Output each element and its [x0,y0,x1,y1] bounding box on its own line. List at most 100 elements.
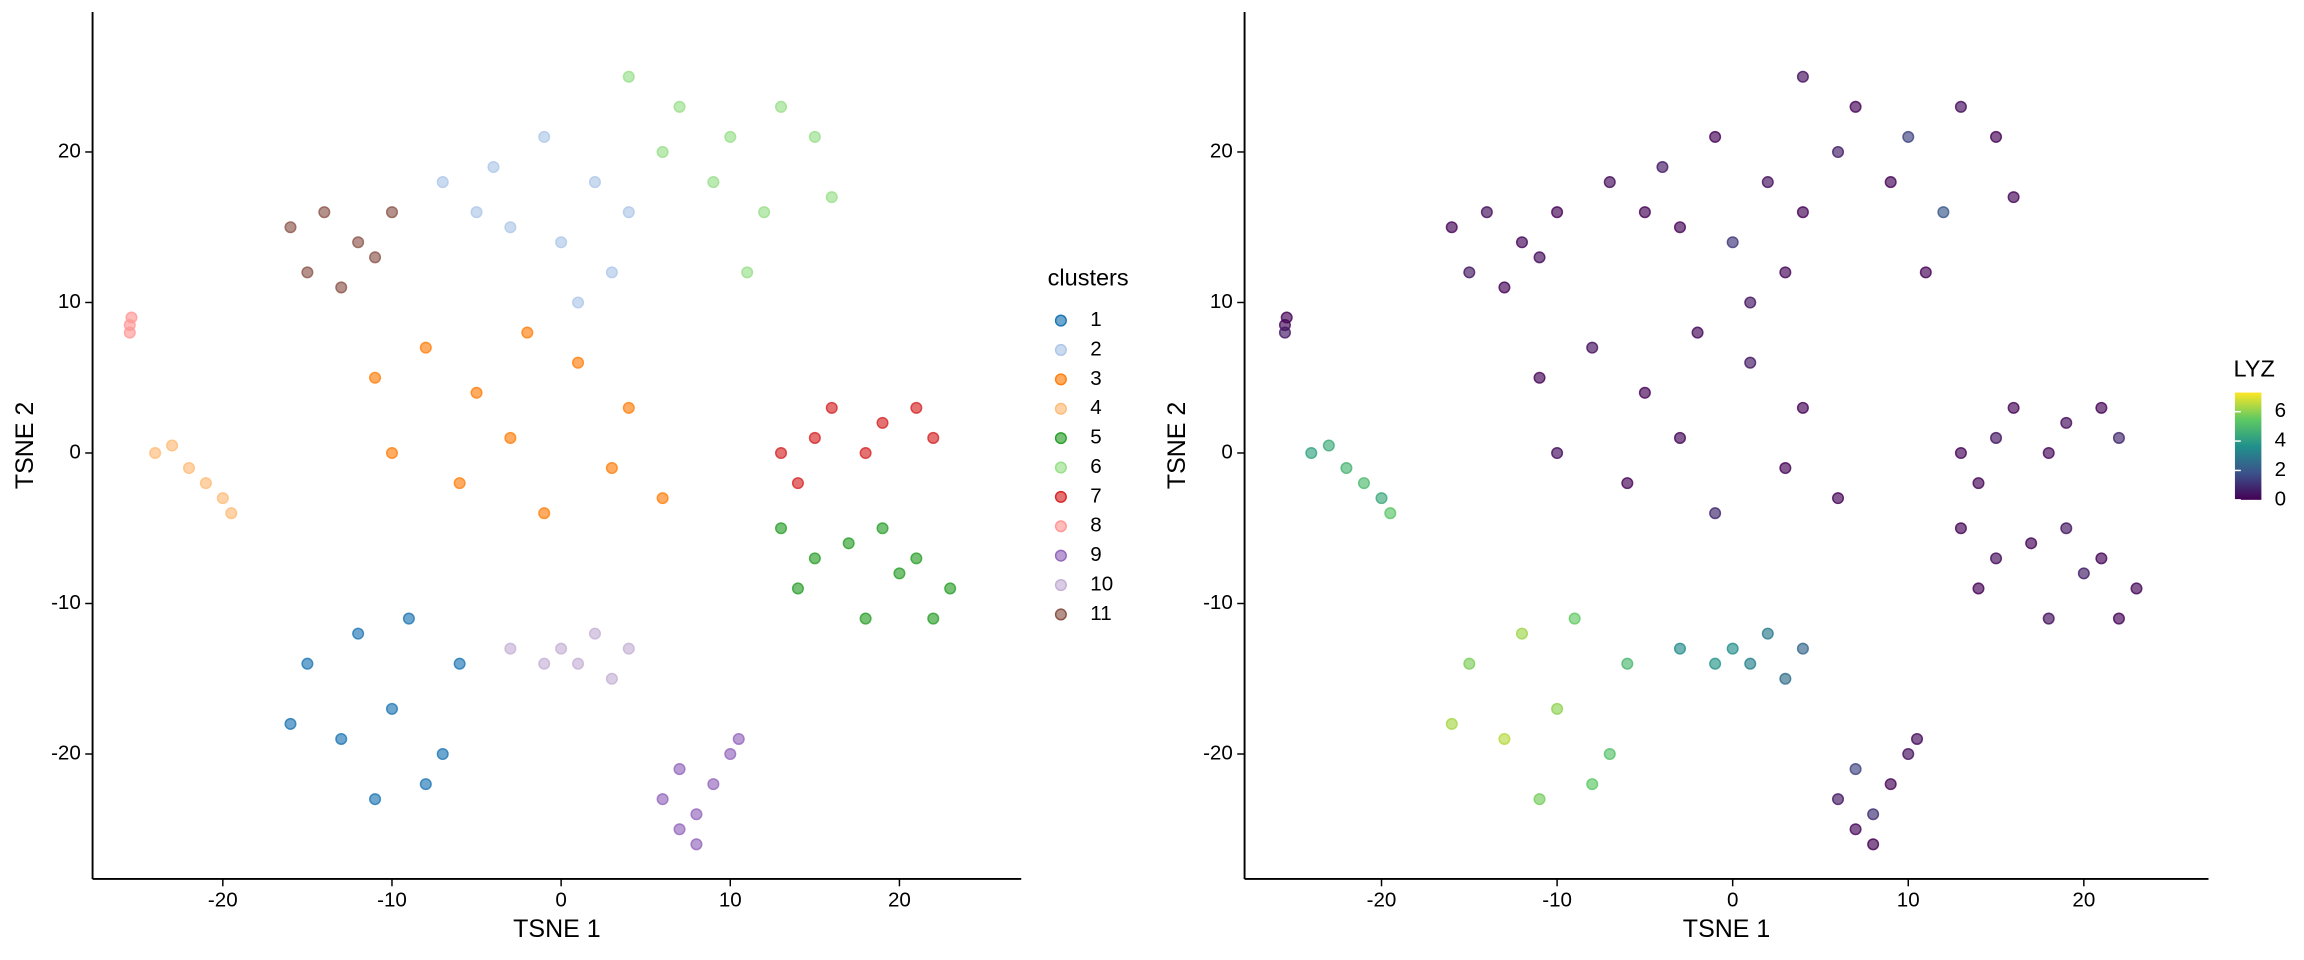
legend-marker [1054,490,1067,503]
point [149,446,162,460]
point [927,431,940,444]
colorbar-label: 4 [2275,428,2286,451]
point [1673,221,1687,234]
colorbar [2234,392,2262,500]
point [301,266,314,279]
legend-marker [1054,432,1067,445]
y-tick-label: 0 [69,440,80,463]
point [1744,657,1757,670]
point [1867,838,1880,851]
point [352,627,365,640]
point [1761,176,1774,189]
point [775,446,788,460]
x-tick-label: 10 [719,888,742,911]
point [1831,145,1845,158]
y-axis-title: TSNE 2 [1163,402,1191,489]
point [741,266,754,279]
point [622,642,635,655]
y-tick-label: 20 [1210,139,1233,162]
point [1533,793,1546,806]
point [1911,732,1924,745]
colorbar-label: 0 [2275,487,2286,510]
point [470,206,483,219]
colorbar-title: LYZ [2233,356,2274,382]
point [673,823,686,836]
point [436,176,449,189]
point [1463,657,1476,670]
point [1533,371,1546,384]
point [1357,477,1370,490]
point [555,236,568,249]
point [2007,401,2020,414]
point [352,236,365,249]
point [1779,462,1792,475]
point [2042,446,2055,460]
y-tick-label: -20 [1203,741,1233,764]
legend-label: 3 [1090,367,1101,390]
point [656,145,669,158]
legend-label: 8 [1090,514,1101,537]
point [588,627,601,640]
point [690,838,703,851]
point [572,356,585,369]
point [1831,793,1845,806]
point [123,326,136,339]
point [791,477,804,490]
point [588,176,601,189]
legend-marker [1054,461,1067,474]
point [724,747,737,761]
point [1340,462,1353,475]
point [707,176,720,189]
legend-marker [1054,549,1067,562]
point [318,206,331,219]
point [758,206,771,219]
point [2130,582,2143,595]
point [335,281,348,294]
point [182,462,196,475]
point [1278,326,1291,339]
point [1709,657,1722,670]
point [1656,161,1669,174]
point [1498,281,1511,294]
point [1375,492,1388,505]
point [1638,206,1651,219]
y-tick-label: 0 [1221,440,1232,463]
point [1638,386,1651,399]
point [1884,778,1897,791]
point [622,206,635,219]
point [1551,446,1564,460]
point [622,70,635,83]
x-tick-label: 10 [1897,888,1920,911]
point [1726,236,1739,249]
point [385,702,398,715]
point [555,642,568,655]
point [1305,446,1318,460]
legend-label: 4 [1090,396,1101,419]
point [1796,70,1809,83]
legend-label: 10 [1090,572,1113,595]
point [284,717,297,730]
point [707,778,720,791]
point [1902,747,1915,761]
point [724,130,737,143]
legend-marker [1054,520,1067,533]
point [470,386,483,399]
point [1603,747,1616,761]
point [1972,582,1985,595]
point [1867,808,1880,821]
point [1533,251,1546,264]
legend-marker [1054,579,1067,592]
point [1445,717,1458,730]
point [656,793,669,806]
point [2060,416,2073,429]
point [1954,100,1967,113]
point [1709,507,1722,520]
point [572,296,585,309]
point [1796,206,1809,219]
point [419,778,432,791]
point [1673,431,1687,444]
point [1603,176,1616,189]
legend-label: 1 [1090,308,1101,331]
point [225,507,238,520]
point [301,657,314,670]
